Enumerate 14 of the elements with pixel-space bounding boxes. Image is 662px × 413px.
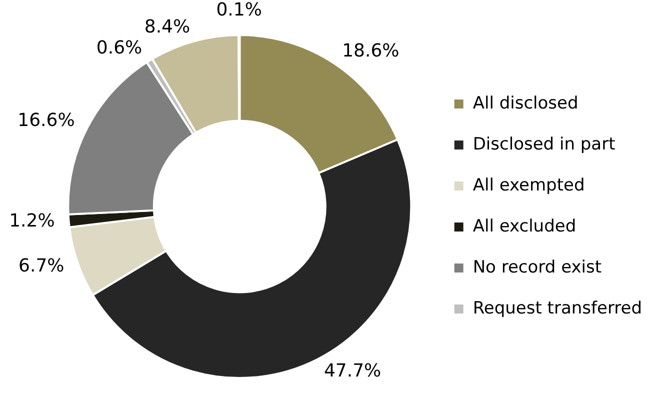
legend-label: No record exist [472, 257, 602, 278]
legend-label: All disclosed [472, 93, 578, 114]
legend-label: All excluded [472, 216, 576, 236]
data-label: 0.6% [96, 37, 142, 58]
data-label: 8.4% [144, 16, 190, 38]
data-label: 47.7% [324, 360, 382, 382]
legend-label: All exempted [472, 175, 585, 196]
legend-label: Request transferred [472, 298, 642, 318]
data-label: 18.6% [342, 40, 400, 62]
legend-label: Disclosed in part [472, 134, 616, 154]
data-label: 0.1% [216, 0, 262, 21]
data-label: 1.2% [9, 210, 55, 232]
data-label: 6.7% [18, 256, 64, 277]
data-label: 16.6% [18, 110, 75, 132]
